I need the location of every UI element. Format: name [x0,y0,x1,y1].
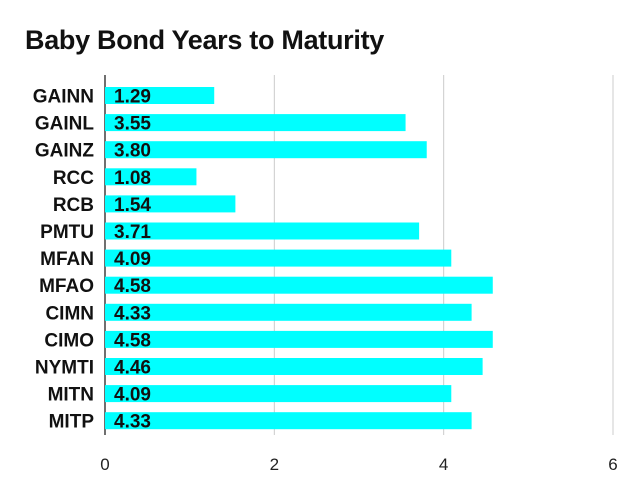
bar [105,249,452,267]
category-label: CIMN [45,303,94,324]
bar-value-label: 4.58 [114,330,151,351]
x-tick-label: 6 [608,455,617,474]
category-label: MFAN [40,249,94,270]
category-label: MITP [49,412,95,433]
bar-value-label: 3.55 [114,114,151,135]
bar [105,412,472,430]
bar-value-label: 4.58 [114,276,151,297]
category-label: GAINN [33,87,94,108]
bar [105,330,493,348]
category-label: RCB [53,195,94,216]
x-tick-label: 2 [270,455,279,474]
bar [105,114,406,132]
bar [105,303,472,321]
category-label: MFAO [39,276,94,297]
bar-value-label: 4.33 [114,303,151,324]
category-label: GAINZ [35,141,95,162]
bar [105,222,420,240]
category-label: NYMTI [35,358,94,379]
x-tick-label: 0 [100,455,109,474]
bar-value-label: 4.09 [114,385,151,406]
bar [105,358,483,375]
bar [105,141,427,159]
category-label: GAINL [35,114,95,135]
bar [105,87,215,104]
bar-value-label: 1.08 [114,168,151,189]
bar [105,195,236,213]
category-label: PMTU [40,222,94,243]
bar-value-label: 3.80 [114,141,151,162]
category-label: RCC [53,168,94,189]
category-label: MITN [48,385,94,406]
bar-value-label: 4.09 [114,249,151,270]
bar-value-label: 3.71 [114,222,151,243]
bar-value-label: 4.46 [114,358,151,379]
x-tick-label: 4 [439,455,448,474]
bar-value-label: 1.54 [114,195,151,216]
bar-value-label: 1.29 [114,87,151,108]
bar [105,385,452,403]
bar [105,168,197,186]
bar [105,276,493,294]
category-label: CIMO [44,330,94,351]
chart-title: Baby Bond Years to Maturity [25,25,384,55]
bar-value-label: 4.33 [114,412,151,433]
